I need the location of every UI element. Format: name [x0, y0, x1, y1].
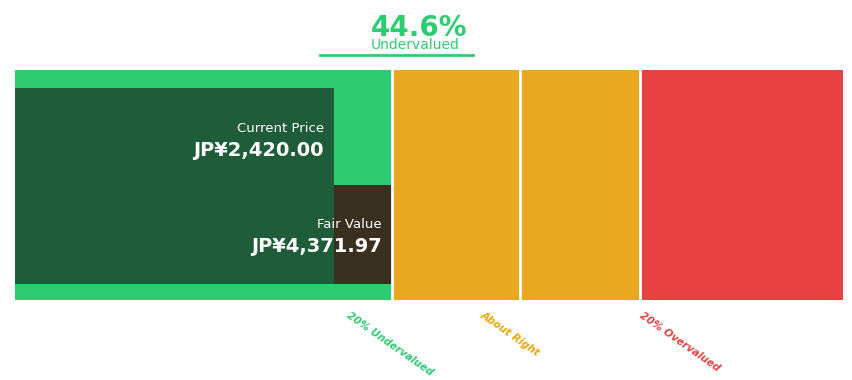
- Bar: [15, 70, 391, 300]
- Bar: [520, 70, 639, 300]
- Text: Fair Value: Fair Value: [317, 218, 382, 231]
- Text: JP¥4,371.97: JP¥4,371.97: [250, 237, 382, 256]
- Bar: [639, 70, 842, 300]
- Text: About Right: About Right: [478, 310, 541, 358]
- Text: Undervalued: Undervalued: [371, 38, 459, 52]
- Text: 20% Overvalued: 20% Overvalued: [637, 310, 721, 373]
- Bar: [15, 89, 333, 190]
- Bar: [333, 185, 391, 284]
- Text: 44.6%: 44.6%: [371, 14, 467, 42]
- Bar: [15, 185, 333, 284]
- Text: 20% Undervalued: 20% Undervalued: [345, 310, 435, 377]
- Text: JP¥2,420.00: JP¥2,420.00: [193, 141, 324, 160]
- Text: Current Price: Current Price: [236, 122, 324, 136]
- Bar: [391, 70, 520, 300]
